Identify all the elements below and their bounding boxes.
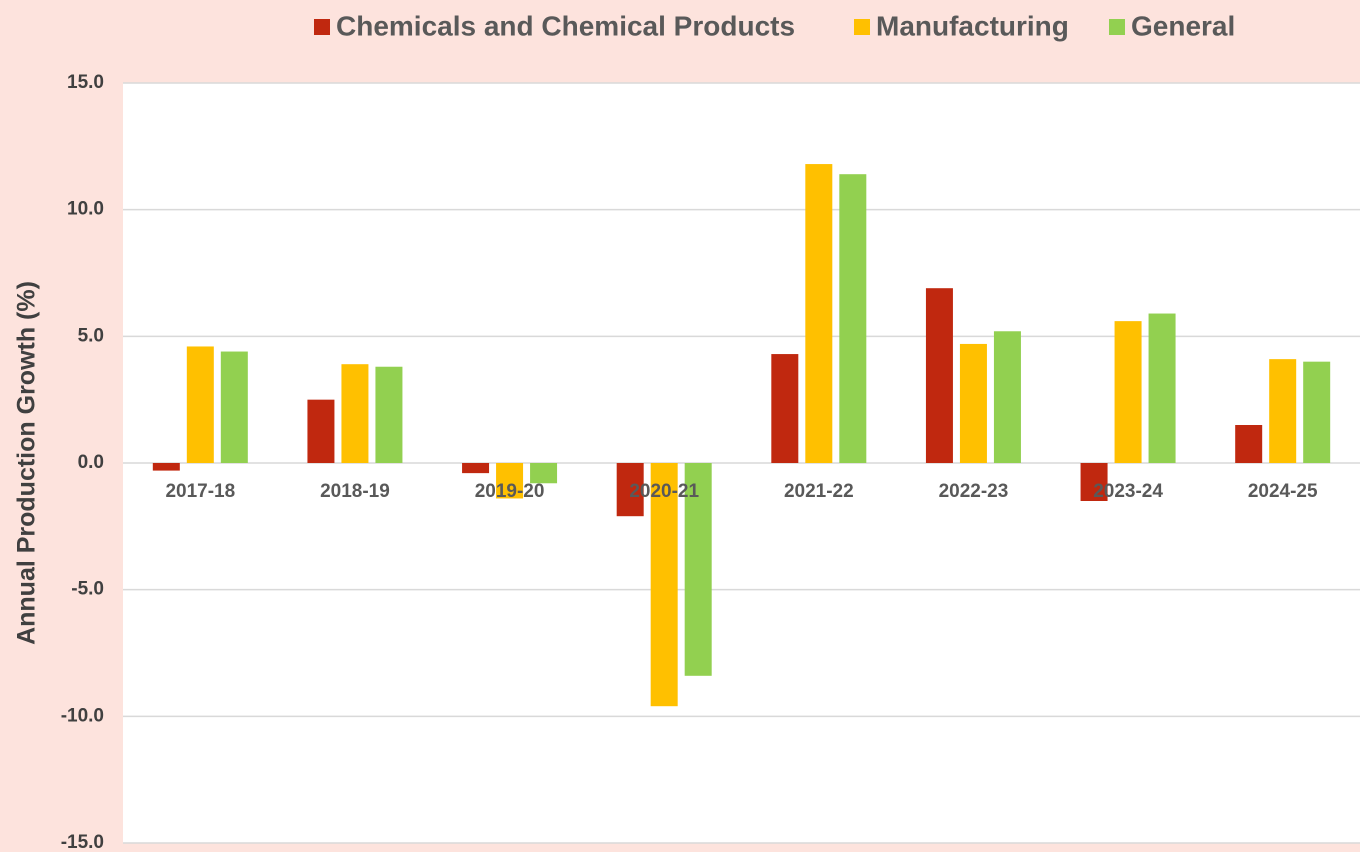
bar — [341, 364, 369, 463]
y-tick-label: -10.0 — [61, 705, 104, 726]
legend-swatch — [1109, 19, 1125, 35]
bar — [1303, 361, 1331, 463]
bar — [650, 463, 678, 707]
bar — [1114, 321, 1142, 463]
y-tick-label: 5.0 — [78, 325, 104, 346]
bar — [616, 463, 644, 517]
x-tick-label: 2021-22 — [784, 481, 854, 502]
bar — [959, 343, 987, 463]
legend-label: General — [1131, 10, 1235, 41]
bar — [375, 366, 403, 463]
y-axis-title: Annual Production Growth (%) — [13, 281, 41, 645]
legend-label: Manufacturing — [876, 10, 1069, 41]
x-tick-label: 2023-24 — [1093, 481, 1163, 502]
legend-swatch — [314, 19, 330, 35]
bar — [220, 351, 248, 463]
y-tick-label: -5.0 — [71, 579, 104, 600]
y-tick-label: 0.0 — [78, 452, 104, 473]
bar — [1269, 359, 1297, 463]
bar — [993, 331, 1021, 463]
bar — [462, 463, 490, 474]
bar — [530, 463, 558, 484]
x-tick-label: 2024-25 — [1248, 481, 1318, 502]
x-tick-label: 2018-19 — [320, 481, 390, 502]
bar — [771, 354, 799, 463]
bar — [1080, 463, 1108, 501]
bar — [684, 463, 712, 676]
bar — [152, 463, 180, 471]
y-tick-label: 15.0 — [67, 72, 104, 93]
bar — [307, 399, 335, 463]
x-tick-label: 2019-20 — [475, 481, 545, 502]
bar — [1235, 425, 1263, 463]
x-tick-label: 2017-18 — [165, 481, 235, 502]
bar — [186, 346, 214, 463]
x-tick-label: 2020-21 — [629, 481, 699, 502]
legend-label: Chemicals and Chemical Products — [336, 10, 795, 41]
y-tick-label: -15.0 — [61, 832, 104, 852]
bar — [839, 174, 867, 463]
bar — [805, 164, 833, 464]
bar — [1148, 313, 1176, 463]
bar — [496, 463, 524, 499]
legend-swatch — [854, 19, 870, 35]
y-tick-label: 10.0 — [67, 199, 104, 220]
x-tick-label: 2022-23 — [939, 481, 1009, 502]
bar — [925, 288, 953, 463]
